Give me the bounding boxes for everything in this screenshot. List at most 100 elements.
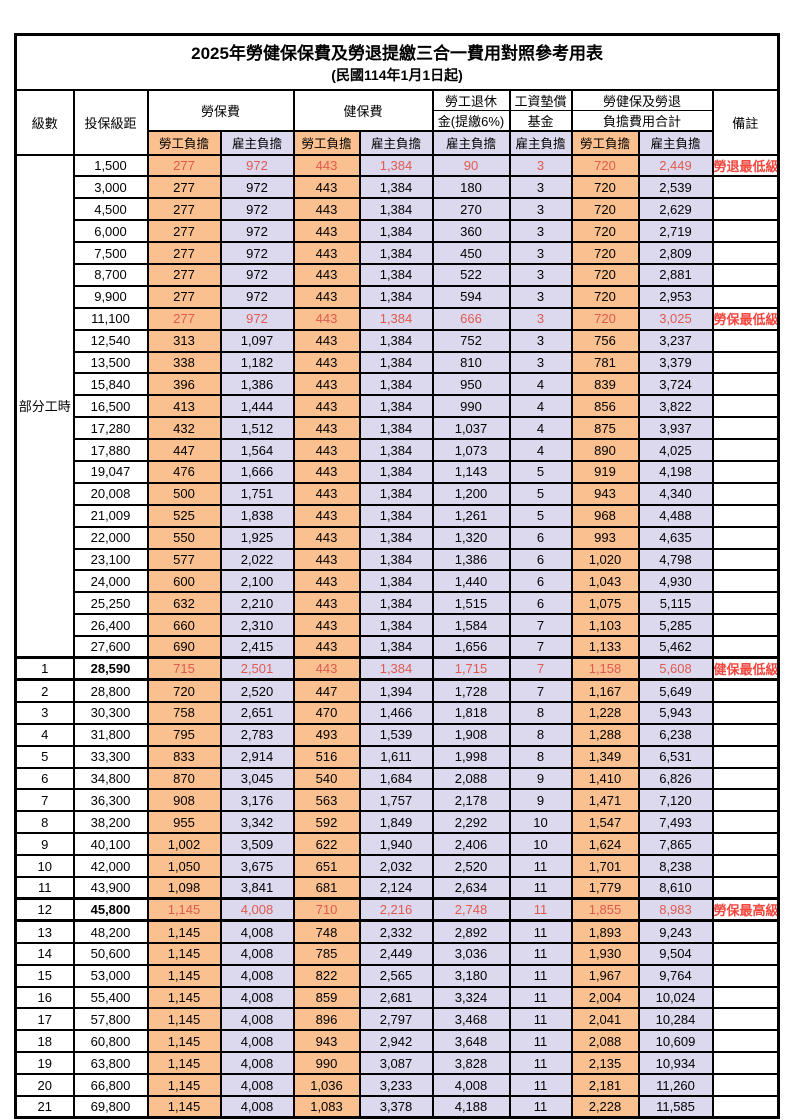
value-cell: 1,466 <box>358 700 434 725</box>
value-cell: 277 <box>146 241 222 265</box>
note-cell <box>711 328 780 353</box>
value-cell: 413 <box>146 394 222 419</box>
value-cell: 1,145 <box>146 1029 222 1054</box>
value-cell: 8,610 <box>637 876 714 900</box>
table-row: 17 57,800 1,145 4,008 896 2,797 3,468 11 2,041 10… <box>14 1007 780 1032</box>
value-cell: 4,008 <box>219 1007 295 1032</box>
value-cell: 5,462 <box>637 635 714 659</box>
value-cell: 11 <box>508 897 573 923</box>
note-cell <box>711 175 780 200</box>
value-cell: 476 <box>146 459 222 484</box>
value-cell: 443 <box>292 438 361 462</box>
value-cell: 1,384 <box>358 656 434 682</box>
value-cell: 795 <box>146 722 222 747</box>
value-cell: 493 <box>292 722 361 747</box>
bracket-cell: 22,000 <box>72 525 149 550</box>
table-row: 7,500 277 972 443 1,384 450 3 720 2,809 <box>16 241 780 265</box>
level-cell: 20 <box>14 1073 75 1098</box>
value-cell: 3,379 <box>637 350 714 375</box>
header-health-employee: 勞工負擔 <box>292 129 361 156</box>
note-cell <box>711 766 780 791</box>
value-cell: 3,324 <box>431 985 511 1010</box>
value-cell: 600 <box>146 569 222 594</box>
bracket-cell: 34,800 <box>72 766 149 791</box>
value-cell: 2,124 <box>358 876 434 900</box>
value-cell: 277 <box>146 262 222 287</box>
note-cell <box>711 1095 780 1119</box>
value-cell: 690 <box>146 635 222 659</box>
value-cell: 3,468 <box>431 1007 511 1032</box>
header-wage-fund-line1: 工資墊償 <box>508 88 573 111</box>
value-cell: 1,384 <box>358 569 434 594</box>
header-bracket: 投保級距 <box>72 88 149 156</box>
value-cell: 3,025 <box>637 306 714 331</box>
table-row: 24,000 600 2,100 443 1,384 1,440 6 1,043 4,930 <box>16 569 780 594</box>
value-cell: 3 <box>508 328 573 353</box>
value-cell: 1,818 <box>431 700 511 725</box>
value-cell: 4 <box>508 394 573 419</box>
table-row: 20 66,800 1,145 4,008 1,036 3,233 4,008 11 2,181… <box>14 1073 780 1098</box>
value-cell: 1,539 <box>358 722 434 747</box>
value-cell: 972 <box>219 197 295 222</box>
value-cell: 450 <box>431 241 511 265</box>
value-cell: 432 <box>146 416 222 441</box>
note-cell <box>711 700 780 725</box>
value-cell: 870 <box>146 766 222 791</box>
value-cell: 3 <box>508 219 573 244</box>
value-cell: 720 <box>570 241 640 265</box>
table-row: 10 42,000 1,050 3,675 651 2,032 2,520 11 1,701 8,… <box>14 854 780 878</box>
note-cell <box>711 1073 780 1098</box>
value-cell: 3 <box>508 241 573 265</box>
bracket-cell: 24,000 <box>72 569 149 594</box>
value-cell: 2,210 <box>219 591 295 616</box>
level-cell: 3 <box>14 700 75 725</box>
value-cell: 447 <box>292 678 361 703</box>
value-cell: 10 <box>508 810 573 835</box>
table-row: 17,880 447 1,564 443 1,384 1,073 4 890 4,025 <box>16 438 780 462</box>
value-cell: 1,715 <box>431 656 511 682</box>
value-cell: 1,261 <box>431 503 511 528</box>
table-row: 15 53,000 1,145 4,008 822 2,565 3,180 11 1,967 9,… <box>14 963 780 988</box>
value-cell: 660 <box>146 613 222 638</box>
table-body: 部分工時1,5002779724431,3849037202,449勞退最低級距… <box>14 153 780 1119</box>
table-row: 3,000 277 972 443 1,384 180 3 720 2,539 <box>16 175 780 200</box>
value-cell: 500 <box>146 481 222 506</box>
note-cell <box>711 503 780 528</box>
value-cell: 1,384 <box>358 591 434 616</box>
value-cell: 270 <box>431 197 511 222</box>
value-cell: 10,284 <box>637 1007 714 1032</box>
value-cell: 277 <box>146 175 222 200</box>
level-cell: 5 <box>14 744 75 769</box>
bracket-cell: 48,200 <box>72 919 149 944</box>
value-cell: 2,651 <box>219 700 295 725</box>
value-cell: 1,547 <box>570 810 640 835</box>
value-cell: 2,310 <box>219 613 295 638</box>
value-cell: 11 <box>508 1007 573 1032</box>
value-cell: 443 <box>292 416 361 441</box>
bracket-cell: 45,800 <box>72 897 149 923</box>
level-cell: 19 <box>14 1051 75 1076</box>
value-cell: 890 <box>570 438 640 462</box>
value-cell: 3 <box>508 197 573 222</box>
value-cell: 943 <box>570 481 640 506</box>
value-cell: 2,041 <box>570 1007 640 1032</box>
value-cell: 1,145 <box>146 919 222 944</box>
value-cell: 720 <box>570 197 640 222</box>
table-row: 12,540 313 1,097 443 1,384 752 3 756 3,237 <box>16 328 780 353</box>
bracket-cell: 13,500 <box>72 350 149 375</box>
value-cell: 3 <box>508 306 573 331</box>
value-cell: 11 <box>508 941 573 966</box>
value-cell: 443 <box>292 350 361 375</box>
value-cell: 594 <box>431 284 511 309</box>
value-cell: 1,940 <box>358 832 434 857</box>
value-cell: 4,198 <box>637 459 714 484</box>
value-cell: 1,143 <box>431 459 511 484</box>
bracket-cell: 7,500 <box>72 241 149 265</box>
bracket-cell: 38,200 <box>72 810 149 835</box>
value-cell: 3,237 <box>637 328 714 353</box>
value-cell: 338 <box>146 350 222 375</box>
value-cell: 4,340 <box>637 481 714 506</box>
table-row: 20,008 500 1,751 443 1,384 1,200 5 943 4,340 <box>16 481 780 506</box>
value-cell: 443 <box>292 175 361 200</box>
bracket-cell: 17,880 <box>72 438 149 462</box>
